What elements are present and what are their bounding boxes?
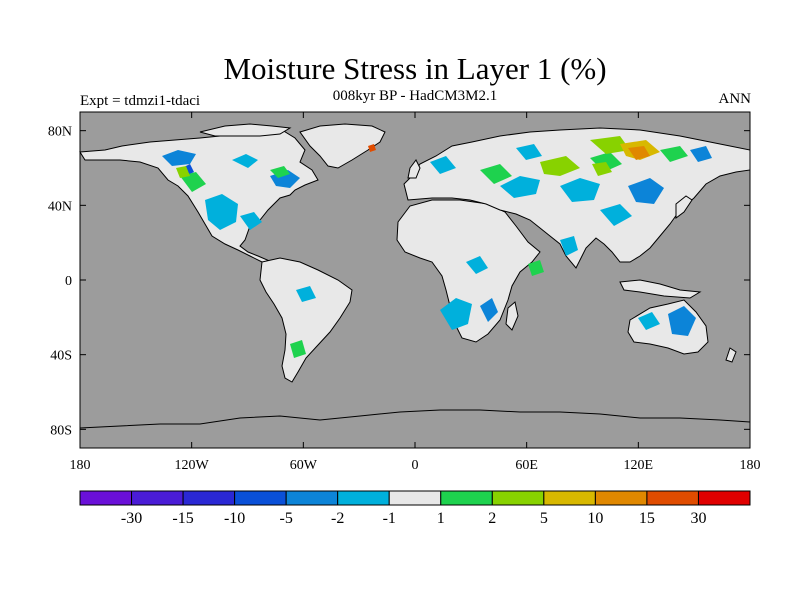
colorbar-label: -15: [172, 510, 193, 527]
colorbar-swatch: [182, 490, 236, 506]
anomaly-patch: [480, 298, 498, 322]
colorbar-swatch: [491, 490, 545, 506]
anomaly-patch: [590, 136, 630, 154]
colorbar-swatch: [388, 490, 442, 506]
season-label: ANN: [718, 91, 752, 107]
anomaly-patch: [500, 176, 540, 198]
plot-subtitle: 008kyr BP - HadCM3M2.1: [332, 88, 498, 104]
y-tick-label: 80N: [48, 125, 72, 140]
colorbar-swatch: [337, 490, 390, 506]
x-tick-label: 60W: [290, 458, 318, 473]
anomaly-patch: [540, 156, 580, 176]
anomaly-patch: [270, 166, 290, 178]
colorbar-label: 10: [587, 510, 603, 527]
y-tick-label: 40S: [50, 349, 72, 364]
anomaly-patch: [232, 154, 258, 168]
x-tick-label: 0: [412, 458, 419, 473]
colorbar-swatch: [440, 490, 493, 506]
land-madagascar: [505, 301, 519, 331]
x-tick-label: 180: [70, 458, 91, 473]
land-british-isles: [407, 159, 421, 179]
anomaly-patch: [516, 144, 542, 160]
anomaly-patch: [628, 178, 664, 204]
colorbar-label: 30: [690, 510, 706, 527]
anomaly-patch: [162, 150, 196, 166]
colorbar-label: 5: [540, 510, 548, 527]
colorbar-swatch: [285, 490, 339, 506]
land-arctic-islands: [199, 123, 292, 137]
x-tick-label: 120E: [624, 458, 654, 473]
anomaly-patch: [592, 162, 612, 176]
anomaly-patch: [660, 146, 688, 162]
colorbar-swatch: [131, 490, 184, 506]
anomaly-patch: [296, 286, 316, 302]
anomaly-patch: [560, 178, 600, 202]
anomaly-patch: [528, 260, 544, 276]
land-new-zealand: [725, 347, 737, 363]
antarctica-coastline: [79, 409, 751, 429]
colorbar-label: 15: [639, 510, 655, 527]
x-tick-label: 60E: [515, 458, 538, 473]
colorbar-label: -30: [121, 510, 142, 527]
x-tick-label: 180: [740, 458, 761, 473]
y-tick-label: 0: [65, 274, 72, 289]
map-area: [79, 111, 751, 449]
colorbar-label: -10: [224, 510, 245, 527]
land-greenland: [299, 123, 386, 169]
colorbar-label: 2: [488, 510, 496, 527]
anomaly-patch: [205, 194, 238, 230]
colorbar-swatch: [79, 490, 133, 506]
anomaly-patch: [368, 144, 376, 152]
y-tick-label: 40N: [48, 199, 72, 214]
plot-title: Moisture Stress in Layer 1 (%): [223, 51, 607, 86]
colorbar: -30 -15 -10 -5 -2 -1 1 2 5 10 15 30: [79, 490, 751, 527]
colorbar-swatch: [234, 490, 287, 506]
colorbar-swatch: [697, 490, 751, 506]
anomaly-patch: [466, 256, 488, 274]
anomaly-patch: [440, 298, 472, 330]
colorbar-swatch: [594, 490, 648, 506]
anomaly-patch: [176, 166, 190, 178]
colorbar-label: -5: [279, 510, 292, 527]
land-south-america: [259, 257, 353, 383]
anomaly-patch: [290, 340, 306, 358]
colorbar-swatch: [646, 490, 699, 506]
anomaly-patch: [600, 204, 632, 226]
anomaly-layer: [162, 136, 712, 358]
anomaly-patch: [480, 164, 512, 184]
experiment-label: Expt = tdmzi1-tdaci: [80, 93, 201, 109]
colorbar-label: -1: [383, 510, 396, 527]
anomaly-patch: [628, 146, 650, 160]
anomaly-patch: [430, 156, 456, 174]
anomaly-patch: [240, 212, 262, 230]
x-tick-label: 120W: [175, 458, 210, 473]
anomaly-patch: [690, 146, 712, 162]
colorbar-label: 1: [437, 510, 445, 527]
anomaly-patch: [668, 306, 696, 336]
y-tick-label: 80S: [50, 423, 72, 438]
anomaly-patch: [638, 312, 660, 330]
land-maritime-se-asia: [619, 279, 702, 299]
anomaly-patch: [560, 236, 578, 256]
anomaly-patch: [180, 172, 206, 192]
colorbar-label: -2: [331, 510, 344, 527]
colorbar-swatch: [543, 490, 596, 506]
axis-ticks: 180 120W 60W 0 60E 120E 180 80N 40N 0 40S 80S: [48, 112, 761, 473]
land-japan: [675, 195, 693, 219]
